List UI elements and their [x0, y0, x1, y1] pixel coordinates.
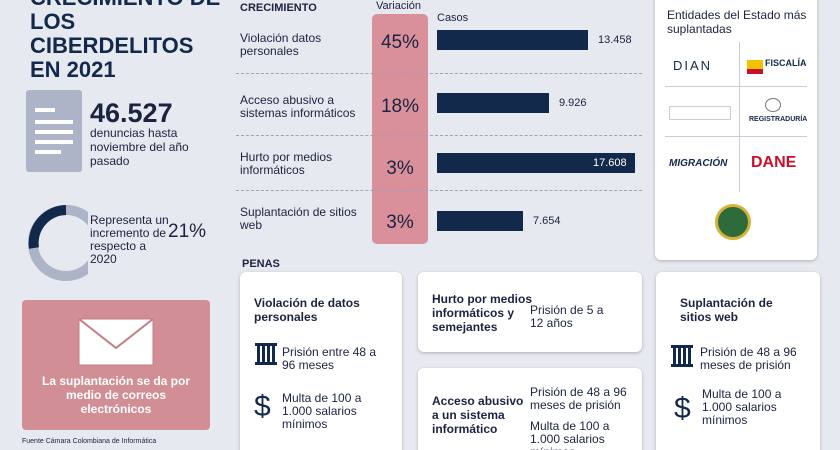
email-note-text: La suplantación se da por medio de corre… [41, 374, 191, 416]
document-icon [26, 90, 82, 172]
increment-text: Representa un incremento de respecto a 2… [90, 213, 169, 266]
denuncias-text: denuncias hasta noviembre del año pasado [90, 126, 189, 168]
row-divider [236, 73, 642, 74]
pena-prision: Prisión de 5 a 12 años [530, 303, 604, 330]
logo-fiscalia: FISCALÍA [765, 58, 807, 68]
cases-value: 17.608 [593, 157, 627, 169]
pena-card-acceso: Acceso abusivo a un sistema informático … [418, 368, 642, 450]
row-divider [236, 135, 642, 136]
row-divider [236, 190, 642, 191]
prison-icon [255, 343, 277, 365]
email-note-box: La suplantación se da por medio de corre… [22, 300, 210, 430]
pena-title: Suplantación de sitios web [680, 296, 773, 324]
cases-value: 7.654 [533, 215, 561, 227]
shield-icon [765, 98, 781, 112]
entities-card: Entidades del Estado más suplantadas DIA… [655, 0, 817, 260]
variation-value: 3% [386, 158, 414, 179]
variation-column [372, 14, 428, 244]
variation-value: 3% [386, 212, 414, 233]
variation-header: Variación [376, 0, 422, 12]
page-title: CRECIMIENTO DE LOS CIBERDELITOS EN 2021 [30, 0, 220, 82]
flag-icon [747, 60, 763, 74]
pena-title: Violación de datos personales [254, 296, 360, 324]
pena-multa: Multa de 100 a 1.000 salarios mínimos [530, 419, 610, 450]
source-text: Fuente Cámara Colombiana de Informática [22, 438, 157, 445]
pena-card-hurto: Hurto por medios informáticos y semejant… [418, 272, 642, 352]
cases-header: Casos [437, 12, 469, 24]
increment-percent: 21% [168, 221, 207, 242]
dollar-icon: $ [254, 390, 271, 423]
category-label: Suplantación de sitios web [240, 205, 357, 232]
pena-card-suplantacion: Suplantación de sitios web Prisión de 48… [656, 272, 820, 450]
cases-bar [437, 211, 523, 231]
logo-dane: DANE [751, 154, 797, 171]
logo-dian: DIAN [673, 58, 713, 73]
pena-prision: Prisión de 48 a 96 meses de prisión [530, 385, 627, 412]
category-label: Hurto por medios informáticos [240, 150, 333, 177]
pena-title: Acceso abusivo a un sistema informático [432, 394, 524, 436]
pena-card-violacion: Violación de datos personales Prisión en… [240, 272, 402, 450]
category-label: Acceso abusivo a sistemas informáticos [240, 93, 356, 120]
pena-prision: Prisión de 48 a 96 meses de prisión [700, 345, 797, 372]
envelope-icon [78, 318, 154, 366]
prison-icon [671, 345, 693, 367]
logo-registraduria: REGISTRADURÍA [749, 116, 808, 123]
cases-bar [437, 30, 588, 50]
donut-chart [28, 205, 88, 281]
variation-value: 18% [380, 96, 420, 117]
delitos-header: DELITOS CON MAYOR CRECIMIENTO [240, 0, 358, 14]
pena-prision: Prisión entre 48 a 96 meses [282, 345, 377, 372]
police-emblem-icon [715, 204, 751, 240]
pena-title: Hurto por medios informáticos y semejant… [432, 292, 533, 334]
donut-segment [28, 205, 67, 249]
penas-header: PENAS [242, 258, 280, 270]
logo-migracion: MIGRACIÓN [669, 158, 728, 169]
denuncias-count: 46.527 [90, 98, 173, 128]
category-label: Violación datos personales [240, 31, 322, 58]
pena-multa: Multa de 100 a 1.000 salarios mínimos [282, 391, 362, 431]
cases-value: 9.926 [559, 97, 587, 109]
gov-logo [669, 106, 731, 120]
entities-title: Entidades del Estado más suplantadas [667, 8, 807, 36]
cases-bar [437, 153, 635, 173]
dollar-icon: $ [674, 392, 691, 425]
pena-multa: Multa de 100 a 1.000 salarios mínimos [702, 387, 782, 427]
variation-value: 45% [380, 32, 420, 53]
cases-bar [437, 93, 549, 113]
cases-value: 13.458 [598, 34, 632, 46]
